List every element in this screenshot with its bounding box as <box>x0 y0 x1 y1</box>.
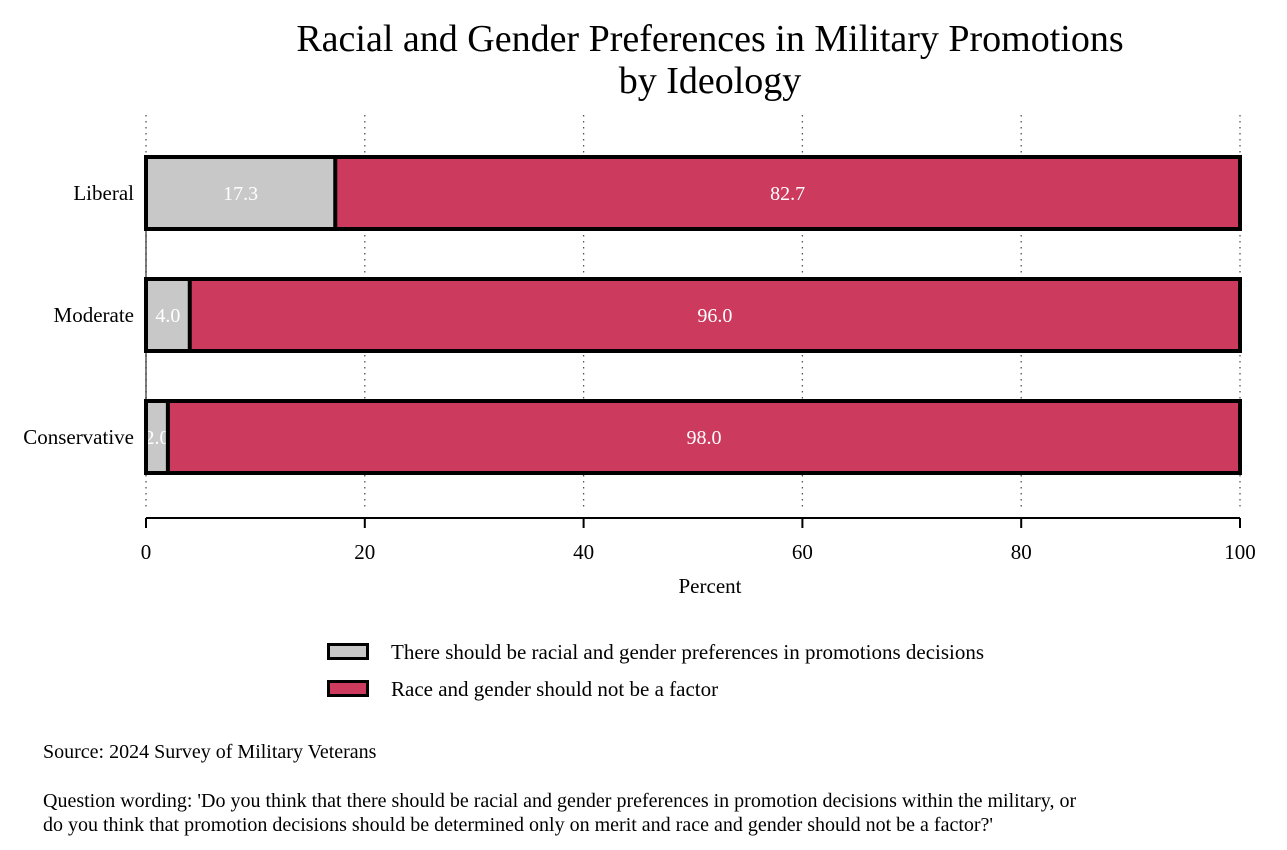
x-tick-label-60: 60 <box>792 540 813 564</box>
bar-conservative-series-0 <box>146 401 168 473</box>
x-tick-label-80: 80 <box>1011 540 1032 564</box>
question-wording-line-2: do you think that promotion decisions sh… <box>43 814 994 836</box>
question-wording-line-1: Question wording: 'Do you think that the… <box>43 790 1077 812</box>
chart-title-line-2: by Ideology <box>618 60 802 102</box>
x-tick-label-0: 0 <box>141 540 152 564</box>
chart-title-line-1: Racial and Gender Preferences in Militar… <box>296 18 1124 60</box>
legend-label-preferences: There should be racial and gender prefer… <box>391 640 985 664</box>
source-note: Source: 2024 Survey of Military Veterans <box>43 741 377 763</box>
bar-conservative-series-1 <box>167 401 1240 473</box>
legend-label-no-factor: Race and gender should not be a factor <box>391 677 719 701</box>
data-label-moderate-series-0: 4.0 <box>155 305 180 327</box>
data-label-conservative-series-1: 98.0 <box>686 427 721 449</box>
category-label-liberal: Liberal <box>73 181 134 205</box>
data-label-liberal-series-1: 82.7 <box>770 183 805 205</box>
bar-moderate-series-1 <box>189 279 1240 351</box>
data-label-liberal-series-0: 17.3 <box>223 183 258 205</box>
x-tick-label-40: 40 <box>573 540 594 564</box>
data-label-moderate-series-1: 96.0 <box>697 305 732 327</box>
category-label-moderate: Moderate <box>54 303 134 327</box>
data-label-conservative-series-0: 2.0 <box>144 427 169 449</box>
bar-moderate-series-0 <box>146 279 190 351</box>
chart-title: Racial and Gender Preferences in Militar… <box>130 18 1287 102</box>
bar-outline-conservative <box>144 399 1242 475</box>
category-label-conservative: Conservative <box>23 425 134 449</box>
legend-swatch-preferences <box>327 643 369 660</box>
x-tick-label-20: 20 <box>354 540 375 564</box>
question-wording: Question wording: 'Do you think that the… <box>43 789 1076 837</box>
bar-chart: 17.3 82.7 Liberal 4.0 96.0 Moderate 2.0 98.0 Con… <box>23 115 1256 598</box>
bar-outline-liberal <box>144 155 1242 231</box>
bar-outline-moderate <box>144 277 1242 353</box>
legend-swatch-no-factor <box>327 680 369 697</box>
x-axis-label: Percent <box>679 574 742 598</box>
bar-liberal-series-1 <box>335 157 1241 229</box>
bar-liberal-series-0 <box>146 157 336 229</box>
x-tick-label-100: 100 <box>1224 540 1256 564</box>
